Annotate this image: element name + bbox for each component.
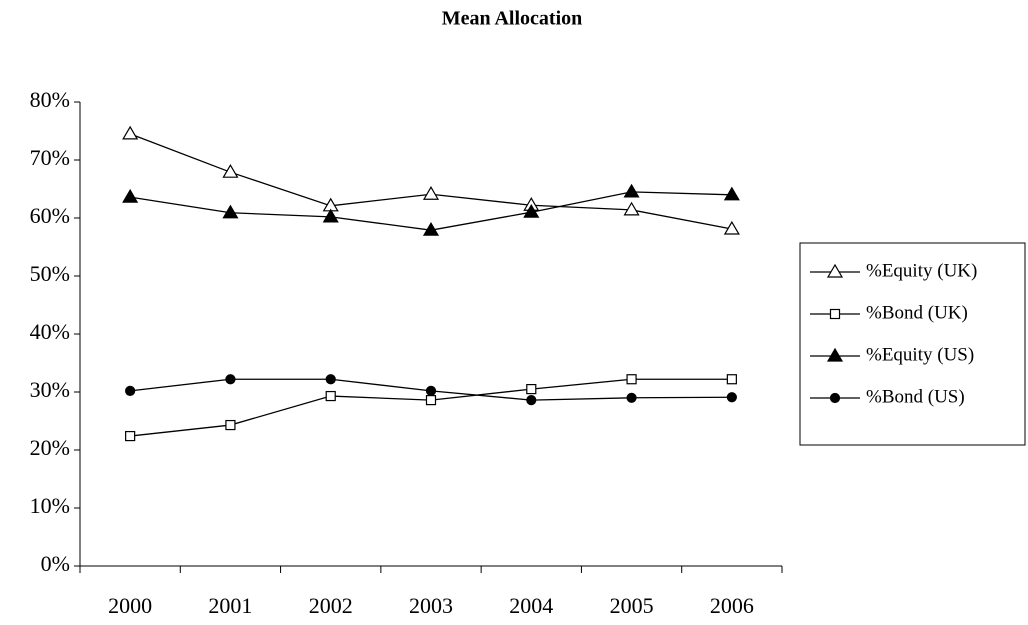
x-tick-label: 2000 [108, 593, 152, 618]
x-tick-label: 2003 [409, 593, 453, 618]
point [526, 395, 537, 406]
x-tick-label: 2004 [509, 593, 553, 618]
point [723, 186, 740, 201]
x-tick-label: 2001 [208, 593, 252, 618]
y-tick-label: 20% [30, 435, 70, 460]
point [623, 183, 640, 198]
point [623, 201, 640, 216]
chart-title: Mean Allocation [442, 8, 583, 30]
legend-box [799, 242, 1026, 446]
point [422, 221, 440, 236]
point [322, 208, 339, 223]
point [125, 430, 136, 442]
y-tick-label: 30% [30, 377, 70, 402]
point [122, 125, 139, 140]
y-tick-label: 50% [30, 261, 70, 286]
legend-text: %Equity (UK) [866, 260, 977, 281]
point [325, 374, 336, 385]
y-tick-label: 40% [30, 319, 70, 344]
x-tick-label: 2005 [610, 593, 654, 618]
point [626, 374, 637, 385]
legend-marker [829, 308, 841, 320]
y-tick-label: 70% [30, 145, 70, 170]
point [425, 395, 437, 406]
x-tick-label: 2006 [710, 593, 754, 618]
point [125, 385, 136, 396]
point [723, 220, 740, 235]
point [626, 392, 637, 403]
point [726, 392, 737, 403]
legend-marker [826, 263, 844, 278]
legend-text: %Equity (US) [866, 344, 974, 365]
legend-text: %Bond (UK) [866, 302, 968, 323]
x-tick-label: 2002 [309, 593, 353, 618]
point [526, 384, 537, 395]
legend-text: %Bond (US) [866, 386, 965, 407]
legend-marker [829, 392, 841, 404]
y-tick-label: 10% [30, 493, 70, 518]
point [422, 186, 440, 200]
point [726, 374, 737, 385]
legend-marker [826, 347, 844, 362]
point [425, 385, 437, 396]
series-line [129, 133, 732, 230]
point [225, 419, 236, 431]
point [325, 390, 336, 402]
point [523, 204, 540, 218]
point [225, 374, 236, 385]
y-tick-label: 0% [41, 551, 70, 576]
point [222, 163, 239, 178]
y-tick-label: 80% [30, 87, 70, 112]
point [122, 188, 139, 203]
point [222, 204, 239, 219]
y-tick-label: 60% [30, 203, 70, 228]
